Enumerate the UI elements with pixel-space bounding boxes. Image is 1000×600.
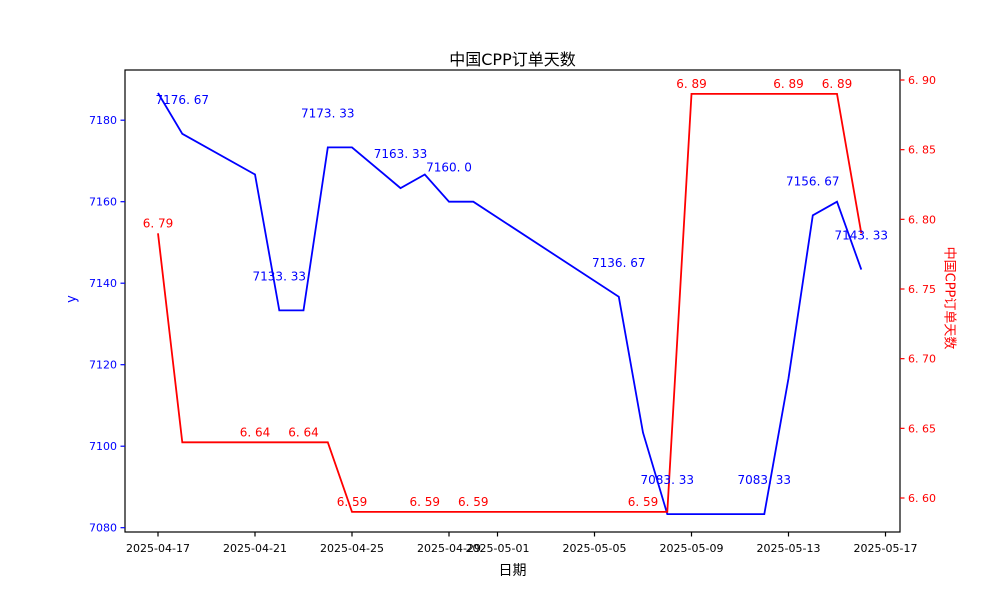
point-label-blue: 7160. 0 (426, 161, 472, 175)
point-label-blue: 7136. 67 (592, 256, 645, 270)
x-tick-label: 2025-04-21 (223, 542, 287, 555)
x-tick-label: 2025-05-17 (854, 542, 918, 555)
point-label-blue: 7173. 33 (301, 106, 354, 120)
series-line-cpp (157, 93, 863, 513)
y-tick-label-right: 6. 75 (908, 283, 936, 296)
x-tick-label: 2025-05-13 (757, 542, 821, 555)
chart-title: 中国CPP订单天数 (449, 50, 576, 69)
x-tick-label: 2025-05-05 (563, 542, 627, 555)
x-tick-label: 2025-05-09 (660, 542, 724, 555)
point-label-red: 6. 59 (628, 495, 659, 509)
point-label-red: 6. 89 (822, 77, 853, 91)
point-label-blue: 7156. 67 (786, 174, 839, 188)
y-tick-label-left: 7100 (89, 440, 117, 453)
y-tick-label-left: 7080 (89, 522, 117, 535)
y-tick-label-left: 7120 (89, 359, 117, 372)
x-tick-label: 2025-05-01 (466, 542, 530, 555)
point-label-blue: 7143. 33 (835, 229, 888, 243)
point-label-red: 6. 59 (337, 495, 368, 509)
point-label-red: 6. 64 (240, 425, 271, 439)
point-label-blue: 7133. 33 (253, 269, 306, 283)
y-tick-label-right: 6. 85 (908, 144, 936, 157)
point-label-blue: 7176. 67 (156, 93, 209, 107)
series-line-y (157, 92, 863, 515)
point-label-red: 6. 59 (458, 495, 489, 509)
y-tick-label-right: 6. 80 (908, 213, 936, 226)
x-tick-label: 2025-04-29 (417, 542, 481, 555)
y-tick-label-right: 6. 60 (908, 492, 936, 505)
y-tick-label-left: 7180 (89, 114, 117, 127)
point-label-red: 6. 89 (773, 77, 804, 91)
point-label-red: 6. 79 (143, 216, 174, 230)
y-tick-label-right: 6. 90 (908, 74, 936, 87)
plot-frame (124, 69, 901, 533)
point-label-red: 6. 59 (409, 495, 440, 509)
x-tick-label: 2025-04-17 (126, 542, 190, 555)
y-tick-label-left: 7140 (89, 277, 117, 290)
point-label-red: 6. 89 (676, 77, 707, 91)
x-tick-label: 2025-04-25 (320, 542, 384, 555)
y-tick-label-right: 6. 70 (908, 353, 936, 366)
x-axis-label: 日期 (498, 563, 527, 579)
point-label-blue: 7083. 33 (641, 473, 694, 487)
y-tick-label-left: 7160 (89, 196, 117, 209)
point-label-blue: 7083. 33 (738, 473, 791, 487)
y-tick-label-right: 6. 65 (908, 422, 936, 435)
point-label-red: 6. 64 (288, 425, 319, 439)
point-label-blue: 7163. 33 (374, 147, 427, 161)
